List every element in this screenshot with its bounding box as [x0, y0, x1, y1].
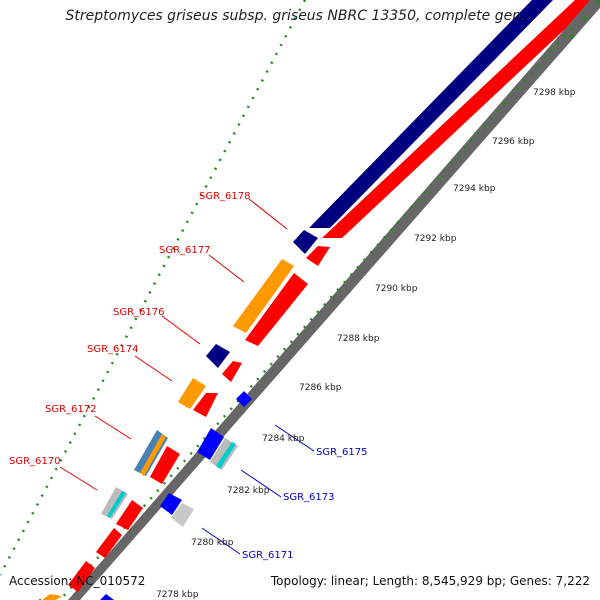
gene-label-sgr-6173[interactable]: SGR_6173 — [283, 492, 335, 503]
scale-tick-7290: 7290 kbp — [375, 284, 418, 294]
gene-red-a[interactable] — [306, 246, 330, 266]
gene-label-sgr-6178[interactable]: SGR_6178 — [199, 191, 251, 202]
gene-red-b[interactable] — [245, 273, 308, 346]
gene-red-h[interactable] — [68, 561, 95, 592]
scale-tick-7292: 7292 kbp — [414, 234, 457, 244]
upper-long-genes[interactable] — [309, 0, 596, 238]
scale-tick-7280: 7280 kbp — [191, 538, 234, 548]
accession-text: Accession: NC_010572 — [9, 574, 146, 588]
gene-red-g[interactable] — [96, 528, 122, 558]
gene-orange-bottom[interactable] — [42, 594, 62, 600]
scale-tick-7278: 7278 kbp — [156, 590, 199, 600]
gene-red-f[interactable] — [116, 500, 143, 530]
gene-red-long[interactable] — [322, 0, 596, 238]
scale-tick-7288: 7288 kbp — [337, 334, 380, 344]
gene-blue-a[interactable] — [236, 391, 252, 407]
gene-sgr-6170-cyan[interactable] — [107, 491, 126, 518]
gene-navy-long[interactable] — [309, 0, 553, 228]
gene-sgr-6172-b[interactable] — [140, 434, 166, 476]
gene-label-sgr-6176[interactable]: SGR_6176 — [113, 307, 165, 318]
genes[interactable] — [42, 230, 330, 600]
gene-label-sgr-6177[interactable]: SGR_6177 — [159, 245, 211, 256]
scale-tick-7294: 7294 kbp — [453, 184, 496, 194]
map-title: Streptomyces griseus subsp. griseus NBRC… — [65, 8, 535, 24]
gene-label-sgr-6175[interactable]: SGR_6175 — [316, 447, 368, 458]
gene-red-e[interactable] — [150, 446, 180, 484]
scale-tick-7298: 7298 kbp — [533, 88, 576, 98]
gene-sgr-6175[interactable] — [197, 428, 224, 460]
gene-red-d[interactable] — [193, 393, 218, 417]
gene-label-sgr-6171[interactable]: SGR_6171 — [242, 550, 294, 561]
gene-sgr-6176[interactable] — [206, 344, 230, 368]
scale-tick-7284: 7284 kbp — [262, 434, 305, 444]
scale-tick-7286: 7286 kbp — [299, 383, 342, 393]
gene-blue-bottom[interactable] — [100, 594, 114, 600]
gene-sgr-6173-cyan[interactable] — [216, 442, 236, 469]
gene-label-sgr-6174[interactable]: SGR_6174 — [87, 344, 139, 355]
leader-lines — [59, 198, 315, 555]
ticks-top — [563, 0, 600, 46]
gene-sgr-6174[interactable] — [178, 378, 206, 409]
gene-sgr-6177[interactable] — [233, 259, 294, 333]
chromosome-backbone — [68, 0, 600, 600]
scale-tick-7282: 7282 kbp — [227, 486, 270, 496]
gene-red-c[interactable] — [222, 361, 242, 382]
topology-text: Topology: linear; Length: 8,545,929 bp; … — [270, 574, 590, 588]
gene-label-sgr-6170[interactable]: SGR_6170 — [9, 456, 61, 467]
gene-sgr-6171-gray[interactable] — [171, 503, 194, 527]
gene-sgr-6171[interactable] — [160, 493, 182, 515]
scale-tick-7296: 7296 kbp — [492, 137, 535, 147]
gene-label-sgr-6172[interactable]: SGR_6172 — [45, 404, 97, 415]
gene-sgr-6178[interactable] — [293, 230, 318, 254]
